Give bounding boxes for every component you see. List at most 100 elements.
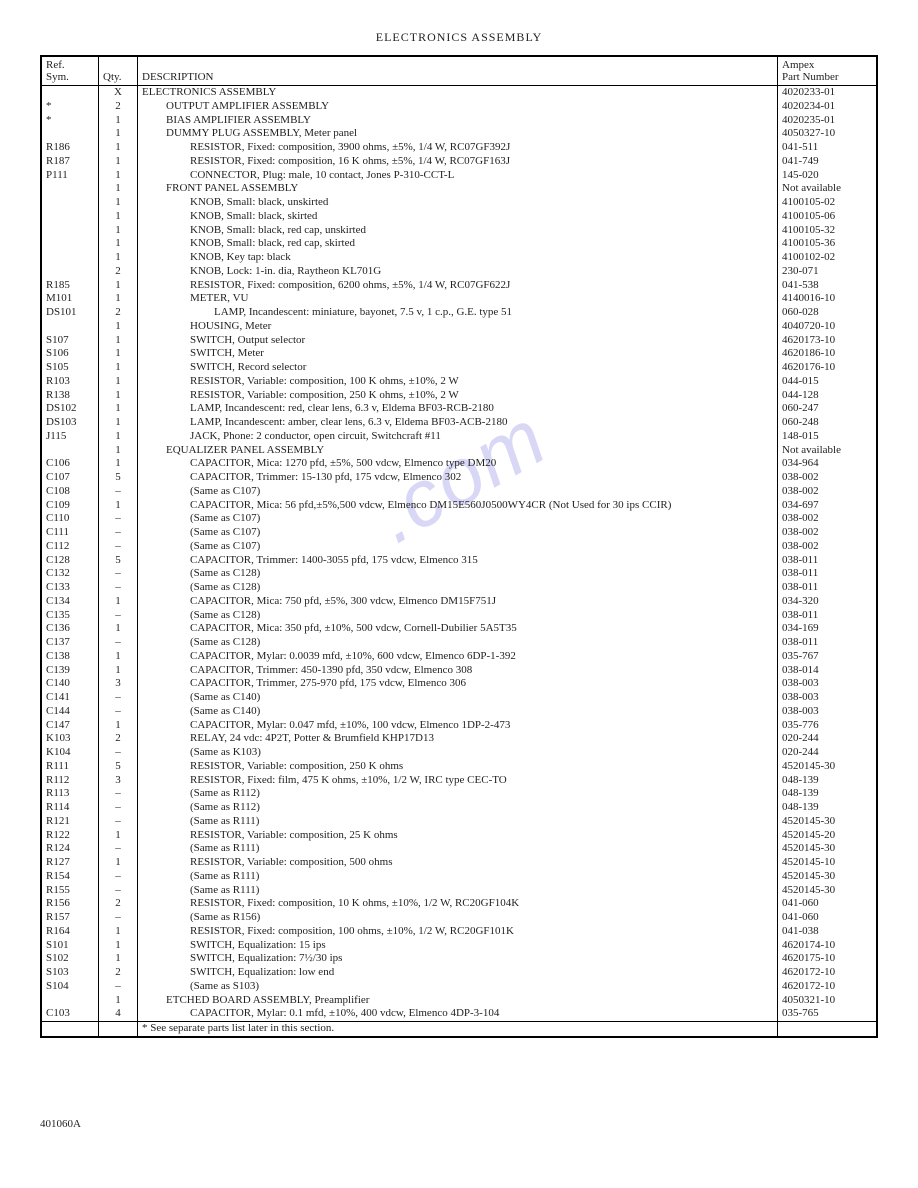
parts-table: Ref. Sym. Qty. DESCRIPTION Ampex Part Nu… — [40, 55, 878, 1038]
ref-sym: C132 — [41, 567, 99, 581]
ref-sym: S104 — [41, 980, 99, 994]
part-number: 038-002 — [778, 471, 878, 485]
part-number: 4050327-10 — [778, 127, 878, 141]
part-number: 044-015 — [778, 375, 878, 389]
part-number: 4020235-01 — [778, 114, 878, 128]
part-number: 4620172-10 — [778, 966, 878, 980]
ref-sym: C136 — [41, 622, 99, 636]
part-number: 4520145-30 — [778, 842, 878, 856]
ref-sym: C137 — [41, 636, 99, 650]
table-row: R1031RESISTOR, Variable: composition, 10… — [41, 375, 877, 389]
table-row: R1381RESISTOR, Variable: composition, 25… — [41, 389, 877, 403]
part-number: 020-244 — [778, 746, 878, 760]
ref-sym: R156 — [41, 897, 99, 911]
description: CAPACITOR, Mica: 1270 pfd, ±5%, 500 vdcw… — [138, 457, 778, 471]
description: LAMP, Incandescent: miniature, bayonet, … — [138, 306, 778, 320]
description: LAMP, Incandescent: amber, clear lens, 6… — [138, 416, 778, 430]
qty: – — [99, 540, 138, 554]
ref-sym: M101 — [41, 292, 99, 306]
ref-sym: C111 — [41, 526, 99, 540]
table-row: R114–(Same as R112)048-139 — [41, 801, 877, 815]
description: SWITCH, Equalization: 15 ips — [138, 939, 778, 953]
qty: 1 — [99, 856, 138, 870]
part-number: 4520145-10 — [778, 856, 878, 870]
description: (Same as C107) — [138, 540, 778, 554]
qty: 5 — [99, 554, 138, 568]
table-row: R1115RESISTOR, Variable: composition, 25… — [41, 760, 877, 774]
table-row: C144–(Same as C140)038-003 — [41, 705, 877, 719]
table-row: R1221RESISTOR, Variable: composition, 25… — [41, 829, 877, 843]
part-number: 020-244 — [778, 732, 878, 746]
qty: X — [99, 86, 138, 100]
table-row: S1021SWITCH, Equalization: 7½/30 ips4620… — [41, 952, 877, 966]
qty: 1 — [99, 334, 138, 348]
ref-sym: R124 — [41, 842, 99, 856]
part-number: 034-697 — [778, 499, 878, 513]
qty: 1 — [99, 444, 138, 458]
part-number: 048-139 — [778, 774, 878, 788]
description: CAPACITOR, Mylar: 0.0039 mfd, ±10%, 600 … — [138, 650, 778, 664]
description: (Same as C128) — [138, 636, 778, 650]
qty: 2 — [99, 897, 138, 911]
description: CAPACITOR, Mica: 56 pfd,±5%,500 vdcw, El… — [138, 499, 778, 513]
table-row: S104–(Same as S103)4620172-10 — [41, 980, 877, 994]
description: CONNECTOR, Plug: male, 10 contact, Jones… — [138, 169, 778, 183]
ref-sym: C138 — [41, 650, 99, 664]
qty: 1 — [99, 210, 138, 224]
qty: 1 — [99, 939, 138, 953]
ref-sym — [41, 320, 99, 334]
qty: 1 — [99, 402, 138, 416]
qty: 5 — [99, 760, 138, 774]
part-number: 038-011 — [778, 609, 878, 623]
qty: 5 — [99, 471, 138, 485]
description: RESISTOR, Fixed: composition, 16 K ohms,… — [138, 155, 778, 169]
col-ref: Ref. Sym. — [41, 56, 99, 86]
description: RESISTOR, Variable: composition, 250 K o… — [138, 389, 778, 403]
description: RESISTOR, Fixed: composition, 3900 ohms,… — [138, 141, 778, 155]
qty: – — [99, 787, 138, 801]
ref-sym: K103 — [41, 732, 99, 746]
qty: – — [99, 581, 138, 595]
qty: 1 — [99, 347, 138, 361]
description: CAPACITOR, Trimmer: 15-130 pfd, 175 vdcw… — [138, 471, 778, 485]
table-row: J1151JACK, Phone: 2 conductor, open circ… — [41, 430, 877, 444]
description: (Same as S103) — [138, 980, 778, 994]
table-row: 1FRONT PANEL ASSEMBLYNot available — [41, 182, 877, 196]
qty: – — [99, 512, 138, 526]
table-row: R1562RESISTOR, Fixed: composition, 10 K … — [41, 897, 877, 911]
part-number: 4520145-30 — [778, 760, 878, 774]
table-row: C141–(Same as C140)038-003 — [41, 691, 877, 705]
qty: – — [99, 636, 138, 650]
table-row: C1341CAPACITOR, Mica: 750 pfd, ±5%, 300 … — [41, 595, 877, 609]
description: RESISTOR, Variable: composition, 250 K o… — [138, 760, 778, 774]
description: (Same as K103) — [138, 746, 778, 760]
qty: 2 — [99, 966, 138, 980]
ref-sym: C135 — [41, 609, 99, 623]
description: (Same as C107) — [138, 512, 778, 526]
footnote: * See separate parts list later in this … — [138, 1022, 778, 1037]
table-row: C1361CAPACITOR, Mica: 350 pfd, ±10%, 500… — [41, 622, 877, 636]
part-number: 060-028 — [778, 306, 878, 320]
ref-sym: * — [41, 100, 99, 114]
table-row: *1BIAS AMPLIFIER ASSEMBLY4020235-01 — [41, 114, 877, 128]
table-row: S1071SWITCH, Output selector4620173-10 — [41, 334, 877, 348]
table-row: DS1012LAMP, Incandescent: miniature, bay… — [41, 306, 877, 320]
ref-sym: R186 — [41, 141, 99, 155]
table-row: C137–(Same as C128)038-011 — [41, 636, 877, 650]
ref-sym: R164 — [41, 925, 99, 939]
description: ELECTRONICS ASSEMBLY — [138, 86, 778, 100]
ref-sym: C144 — [41, 705, 99, 719]
qty: 1 — [99, 237, 138, 251]
description: (Same as C107) — [138, 485, 778, 499]
ref-sym: S106 — [41, 347, 99, 361]
part-number: 4020233-01 — [778, 86, 878, 100]
part-number: 038-002 — [778, 540, 878, 554]
part-number: 4520145-30 — [778, 884, 878, 898]
description: (Same as C107) — [138, 526, 778, 540]
part-number: 038-002 — [778, 485, 878, 499]
ref-sym — [41, 182, 99, 196]
table-row: 2KNOB, Lock: 1-in. dia, Raytheon KL701G2… — [41, 265, 877, 279]
table-row: C1091CAPACITOR, Mica: 56 pfd,±5%,500 vdc… — [41, 499, 877, 513]
part-number: 4100105-36 — [778, 237, 878, 251]
ref-sym: S103 — [41, 966, 99, 980]
